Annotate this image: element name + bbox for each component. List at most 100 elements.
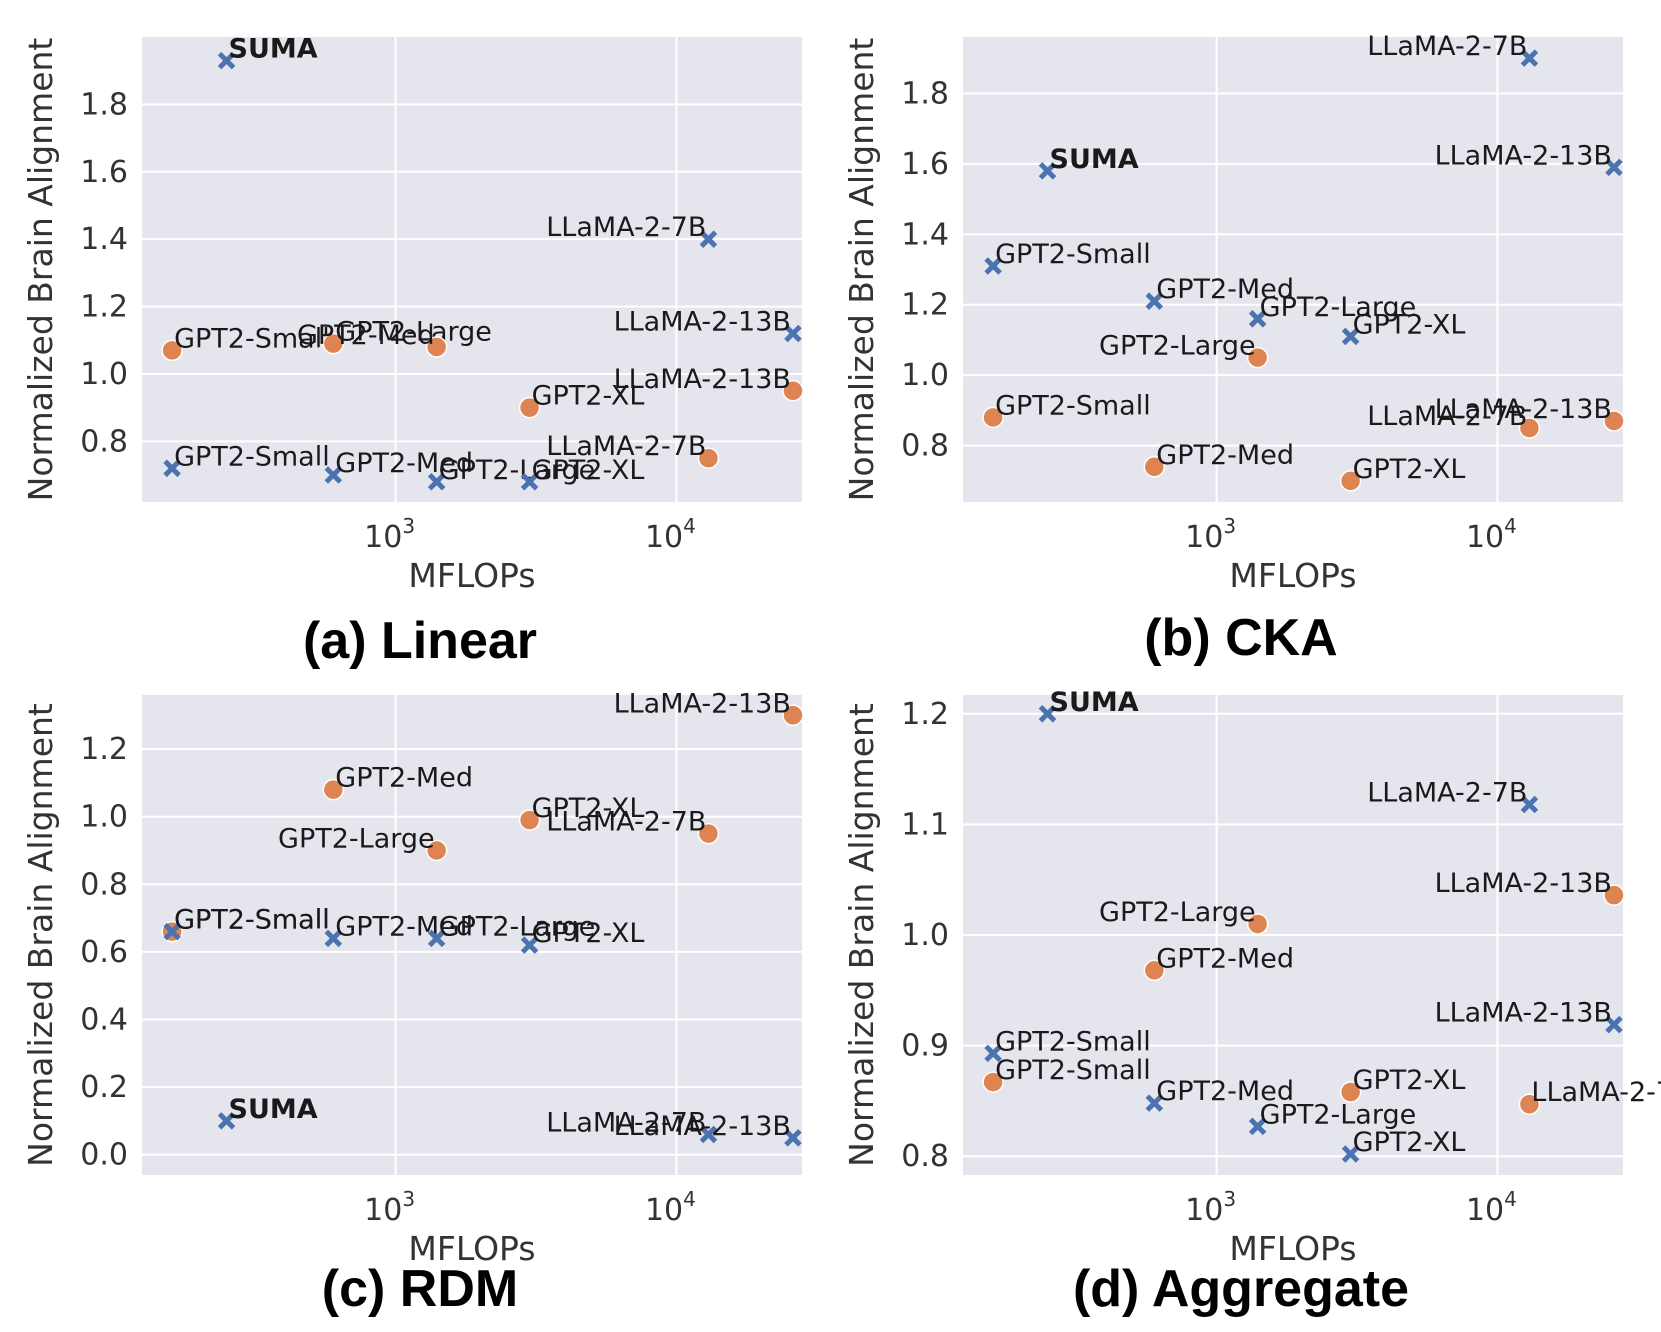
x-tick-label: 104 xyxy=(1466,514,1517,555)
plot-background xyxy=(963,37,1623,502)
cross-marker xyxy=(1605,158,1623,177)
x-tick-label: 104 xyxy=(645,514,696,555)
cross-marker xyxy=(699,1125,718,1144)
point-label: GPT2-Small xyxy=(174,323,330,354)
cross-marker xyxy=(1520,49,1539,67)
cross-marker xyxy=(217,1112,236,1130)
y-tick-label: 1.6 xyxy=(901,147,949,182)
point-label: GPT2-XL xyxy=(1353,1065,1466,1096)
y-tick-label: 1.2 xyxy=(80,732,128,767)
x-axis-label: MFLOPs xyxy=(1229,1229,1356,1268)
point-label: GPT2-Large xyxy=(439,455,596,486)
cross-marker xyxy=(1038,162,1057,180)
point-label: LLaMA-2-7B xyxy=(1367,777,1527,808)
y-tick-label: 1.1 xyxy=(901,807,949,842)
dot-marker xyxy=(1518,1093,1541,1115)
point-label: GPT2-Small xyxy=(174,905,330,936)
cross-marker xyxy=(699,230,718,248)
dot-marker xyxy=(982,406,1004,429)
panel-2: 0.8 1.0 1.2 1.4 1.6 1.8 103 104 MFLOPs Normalized… xyxy=(842,31,1625,667)
cross-marker xyxy=(1341,327,1360,346)
point-label: LLaMA-2-7B xyxy=(1531,1077,1661,1108)
cross-marker xyxy=(427,929,446,948)
y-tick-label: 1.4 xyxy=(901,217,949,252)
point-label: GPT2-Large xyxy=(1099,897,1256,928)
point-label: GPT2-Large xyxy=(335,317,492,348)
cross-marker xyxy=(324,929,343,948)
dot-marker xyxy=(1246,913,1269,935)
point-label: GPT2-XL xyxy=(532,381,645,412)
point-label: LLaMA-2-13B xyxy=(614,688,791,719)
x-tick-label: 103 xyxy=(1185,1187,1236,1228)
y-tick-label: 0.4 xyxy=(80,1003,128,1038)
point-label: LLaMA-2-7B xyxy=(546,1107,706,1138)
point-label: GPT2-Large xyxy=(1260,1099,1417,1130)
point-label: GPT2-Small xyxy=(174,441,330,472)
y-tick-label: 1.2 xyxy=(901,288,949,323)
dot-marker xyxy=(982,1071,1004,1093)
point-label: GPT2-XL xyxy=(1353,454,1466,485)
y-axis-label: Normalized Brain Alignment xyxy=(21,703,60,1167)
point-label: LLaMA-2-13B xyxy=(614,364,791,395)
dot-marker xyxy=(782,704,804,727)
dot-marker xyxy=(697,447,720,469)
dot-marker xyxy=(518,809,541,831)
y-tick-label: 1.2 xyxy=(80,290,128,325)
cross-marker xyxy=(784,324,802,343)
point-label: GPT2-XL xyxy=(1353,1127,1466,1158)
y-tick-label: 0.8 xyxy=(80,867,128,902)
panel-1: 0.8 1.0 1.2 1.4 1.6 1.8 103 104 MFLOPs Normalized… xyxy=(21,34,804,670)
x-tick-label: 104 xyxy=(645,1187,696,1228)
y-tick-label: 1.0 xyxy=(80,800,128,835)
point-label: LLaMA-2-13B xyxy=(1435,394,1612,425)
dot-marker xyxy=(697,822,720,845)
cross-marker xyxy=(163,922,181,941)
x-tick-label: 103 xyxy=(364,1187,415,1228)
cross-marker xyxy=(427,473,446,491)
point-label: GPT2-Med xyxy=(335,448,473,479)
x-tick-label: 103 xyxy=(1185,514,1236,555)
point-label: LLaMA-2-13B xyxy=(614,307,791,338)
y-tick-label: 1.4 xyxy=(80,222,128,257)
point-label: LLaMA-2-13B xyxy=(1435,998,1612,1029)
dot-marker xyxy=(1518,417,1541,439)
panel-3: 0.0 0.2 0.4 0.6 0.8 1.0 1.2 103 104 MFLOPs Normali… xyxy=(21,688,804,1318)
dot-marker xyxy=(425,839,448,862)
cross-marker xyxy=(984,1044,1002,1063)
point-label: GPT2-XL xyxy=(532,455,645,486)
y-tick-label: 0.8 xyxy=(901,429,949,464)
point-label: GPT2-Small xyxy=(995,1026,1151,1057)
point-label: LLaMA-2-13B xyxy=(614,1111,791,1142)
point-label: LLaMA-2-13B xyxy=(1435,868,1612,899)
y-tick-label: 1.0 xyxy=(901,358,949,393)
y-tick-label: 1.8 xyxy=(901,76,949,111)
y-tick-label: 1.2 xyxy=(901,697,949,732)
point-label: GPT2-Med xyxy=(335,911,473,942)
point-label: LLaMA-2-7B xyxy=(546,807,706,838)
point-label: GPT2-Large xyxy=(278,823,435,854)
dot-marker xyxy=(1143,456,1166,478)
y-tick-label: 0.8 xyxy=(80,424,128,459)
cross-marker xyxy=(1145,1094,1164,1112)
dot-marker xyxy=(518,396,541,419)
cross-marker xyxy=(1520,795,1539,814)
point-label: GPT2-Med xyxy=(1156,274,1294,305)
y-tick-label: 1.6 xyxy=(80,155,128,190)
point-label: GPT2-Med xyxy=(1156,943,1294,974)
dot-marker xyxy=(1603,884,1625,906)
cross-marker xyxy=(324,466,343,484)
panel-4: 0.8 0.9 1.0 1.1 1.2 103 104 MFLOPs Normalized Br… xyxy=(842,687,1661,1318)
point-label: GPT2-Small xyxy=(174,905,330,936)
y-tick-label: 0.6 xyxy=(80,935,128,970)
point-label: SUMA xyxy=(229,34,318,65)
cross-marker xyxy=(217,51,236,70)
cross-marker xyxy=(1038,705,1057,723)
cross-marker xyxy=(784,1129,802,1147)
point-label: LLaMA-2-7B xyxy=(546,431,706,462)
y-axis-label: Normalized Brain Alignment xyxy=(842,703,881,1167)
y-tick-label: 0.2 xyxy=(80,1070,128,1105)
point-label: GPT2-Small xyxy=(995,239,1151,270)
cross-marker xyxy=(520,936,539,954)
y-tick-label: 1.0 xyxy=(901,918,949,953)
x-axis-label: MFLOPs xyxy=(1229,556,1356,595)
